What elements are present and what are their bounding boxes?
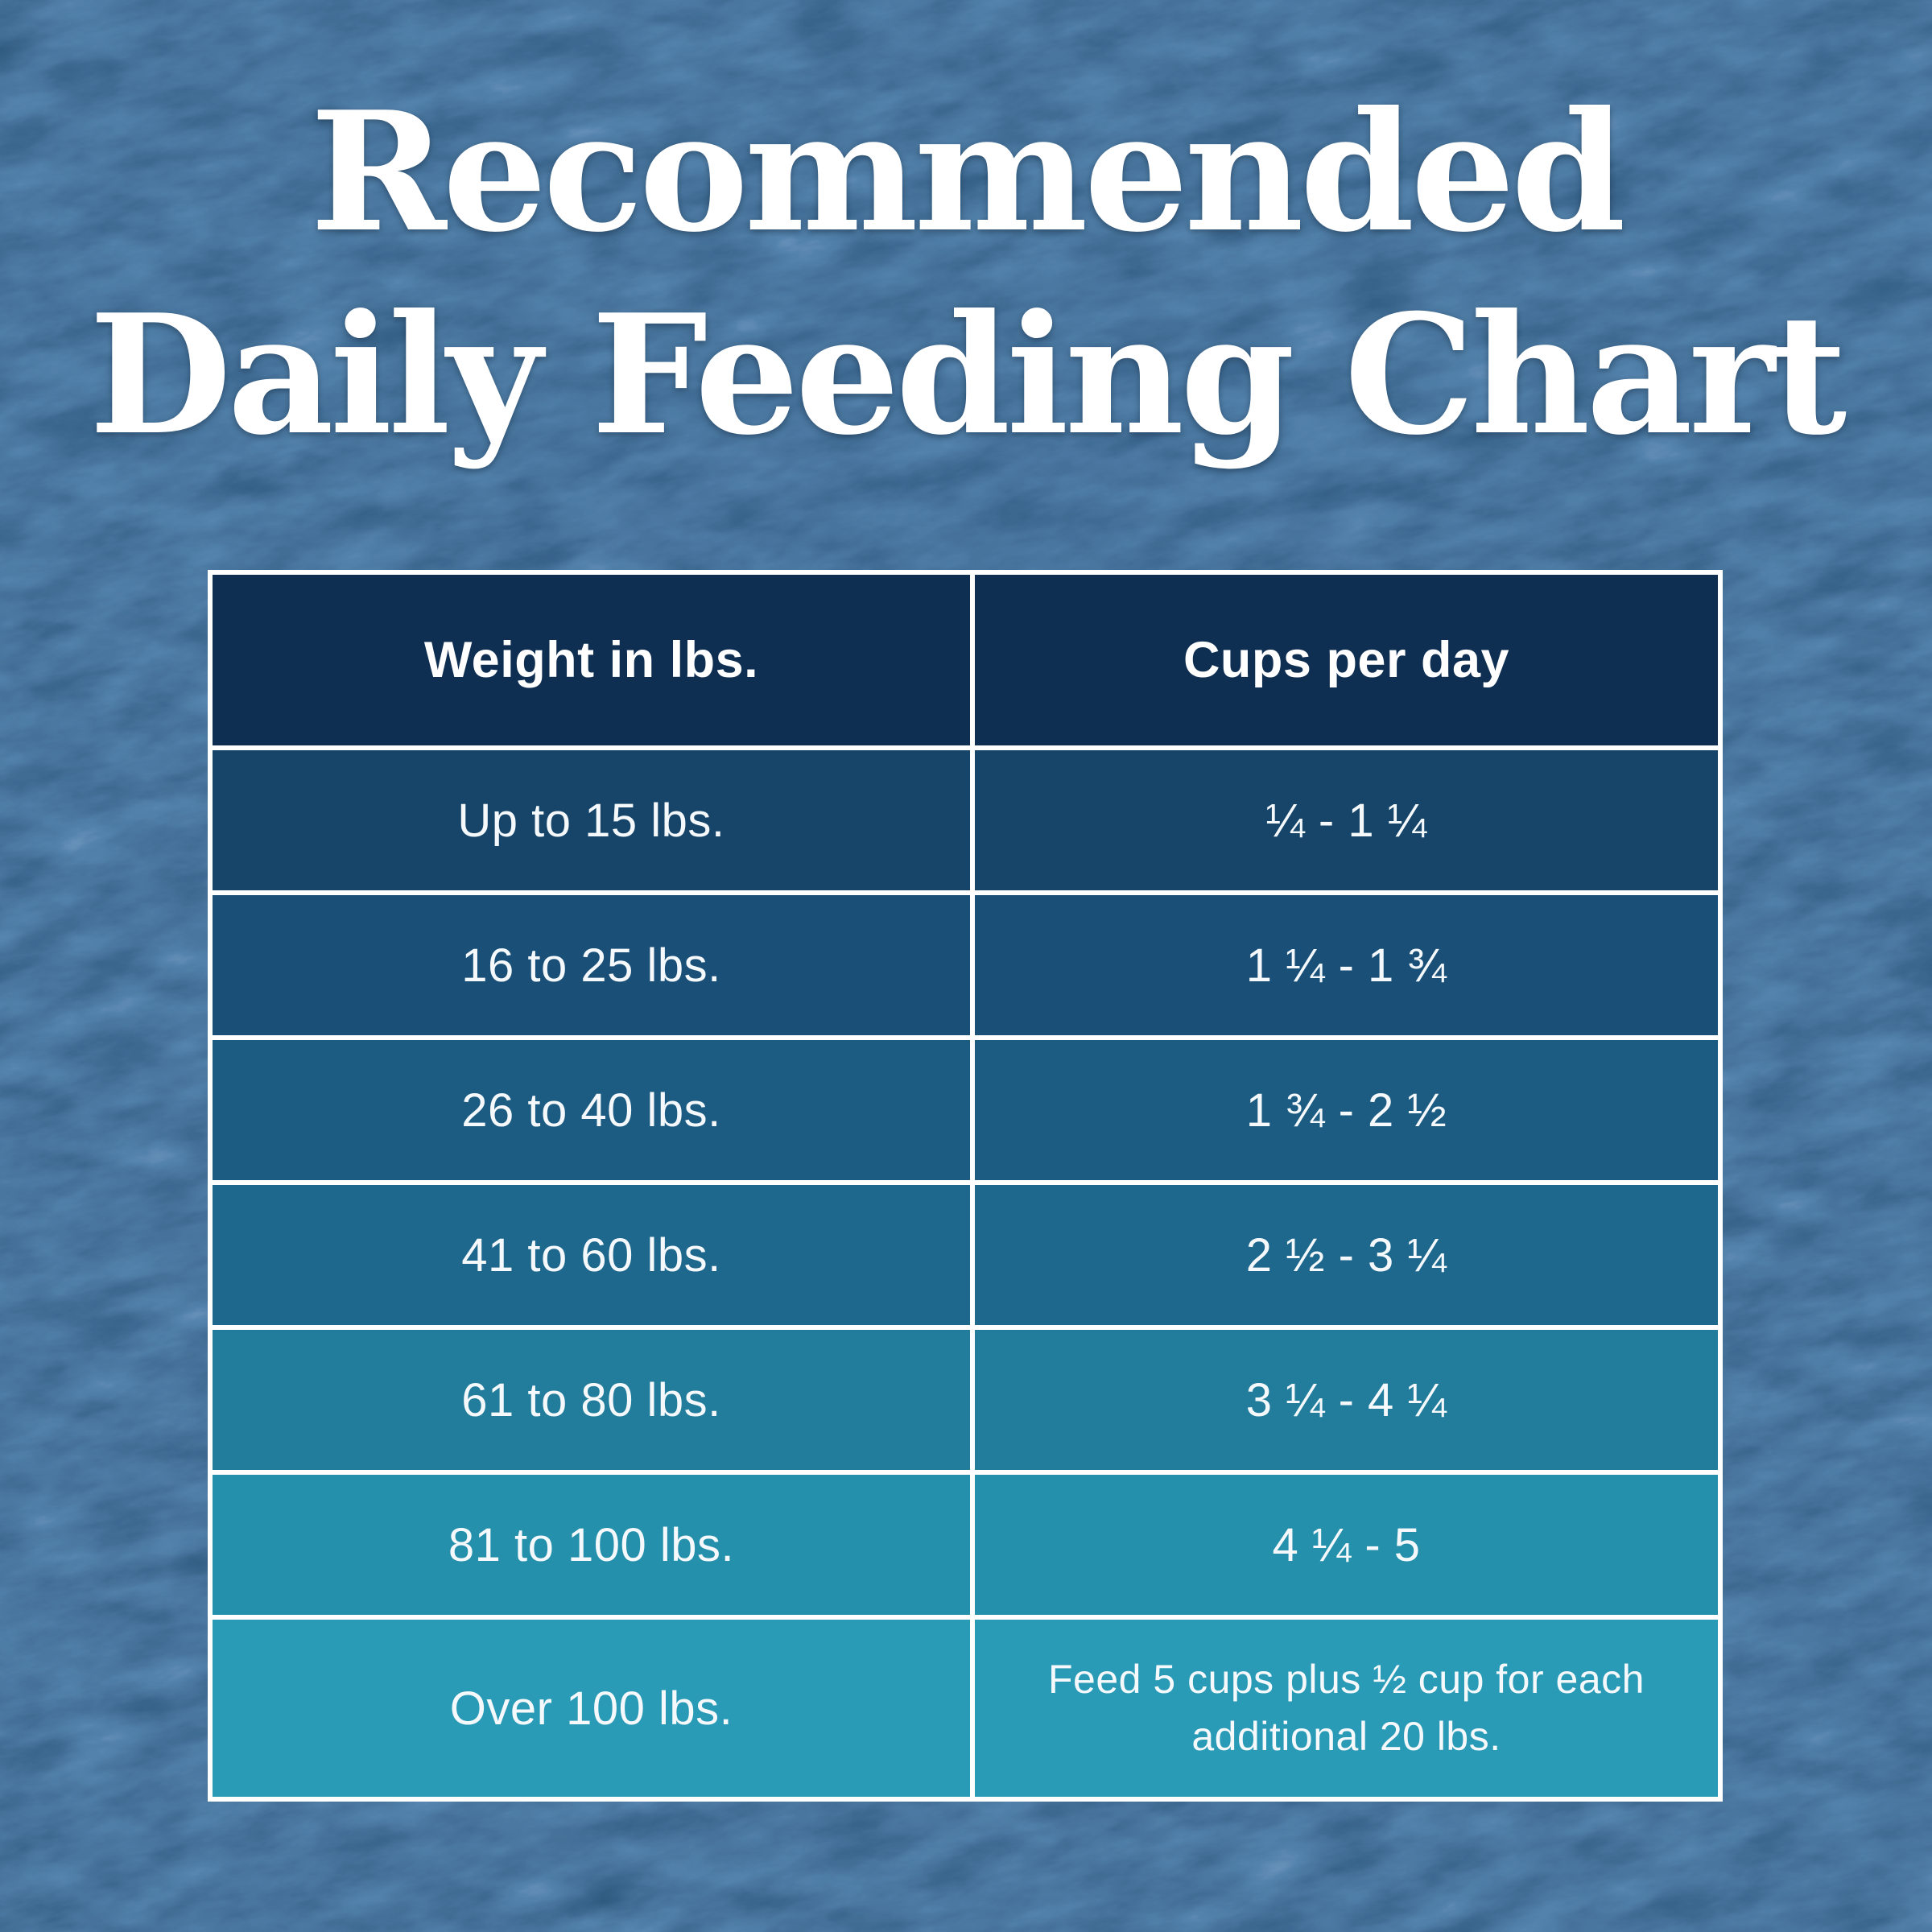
table-row-5-cups: 3 ¼ - 4 ¼ xyxy=(975,1330,1718,1470)
weight-range-label: 26 to 40 lbs. xyxy=(461,1084,721,1137)
column-header-cups-label: Cups per day xyxy=(1183,632,1510,688)
title-line-1: Recommended xyxy=(310,76,1626,269)
cups-value-label: 1 ¾ - 2 ½ xyxy=(1245,1084,1447,1137)
cups-value-label: 4 ¼ - 5 xyxy=(1272,1518,1421,1571)
weight-range-label: Up to 15 lbs. xyxy=(457,794,725,847)
cups-value-label: ¼ - 1 ¼ xyxy=(1265,794,1427,847)
cups-value-label: 2 ½ - 3 ¼ xyxy=(1245,1228,1447,1282)
cups-value-label: 1 ¼ - 1 ¾ xyxy=(1245,939,1447,992)
page-title: Recommended Daily Feeding Chart xyxy=(0,71,1932,477)
feeding-table: Weight in lbs. Cups per day Up to 15 lbs… xyxy=(208,570,1723,1802)
table-row-1-weight: Up to 15 lbs. xyxy=(213,750,970,890)
cups-value-label: 3 ¼ - 4 ¼ xyxy=(1245,1373,1447,1426)
table-row-1-cups: ¼ - 1 ¼ xyxy=(975,750,1718,890)
table-row-7-weight: Over 100 lbs. xyxy=(213,1620,970,1797)
column-header-weight-label: Weight in lbs. xyxy=(423,632,759,688)
weight-range-label: Over 100 lbs. xyxy=(449,1682,733,1735)
table-row-3-cups: 1 ¾ - 2 ½ xyxy=(975,1040,1718,1180)
cups-value-label: Feed 5 cups plus ½ cup for each addition… xyxy=(1048,1657,1645,1759)
table-row-6-weight: 81 to 100 lbs. xyxy=(213,1475,970,1615)
table-row-4-cups: 2 ½ - 3 ¼ xyxy=(975,1185,1718,1325)
title-line-2: Daily Feeding Chart xyxy=(89,279,1847,472)
weight-range-label: 61 to 80 lbs. xyxy=(461,1373,721,1426)
weight-range-label: 16 to 25 lbs. xyxy=(461,939,721,992)
table-row-3-weight: 26 to 40 lbs. xyxy=(213,1040,970,1180)
table-row-2-cups: 1 ¼ - 1 ¾ xyxy=(975,895,1718,1035)
table-row-6-cups: 4 ¼ - 5 xyxy=(975,1475,1718,1615)
table-row-5-weight: 61 to 80 lbs. xyxy=(213,1330,970,1470)
weight-range-label: 81 to 100 lbs. xyxy=(448,1518,735,1571)
table-row-2-weight: 16 to 25 lbs. xyxy=(213,895,970,1035)
weight-range-label: 41 to 60 lbs. xyxy=(461,1228,721,1282)
table-row-7-cups: Feed 5 cups plus ½ cup for each addition… xyxy=(975,1620,1718,1797)
table-row-4-weight: 41 to 60 lbs. xyxy=(213,1185,970,1325)
column-header-cups: Cups per day xyxy=(975,575,1718,745)
column-header-weight: Weight in lbs. xyxy=(213,575,970,745)
